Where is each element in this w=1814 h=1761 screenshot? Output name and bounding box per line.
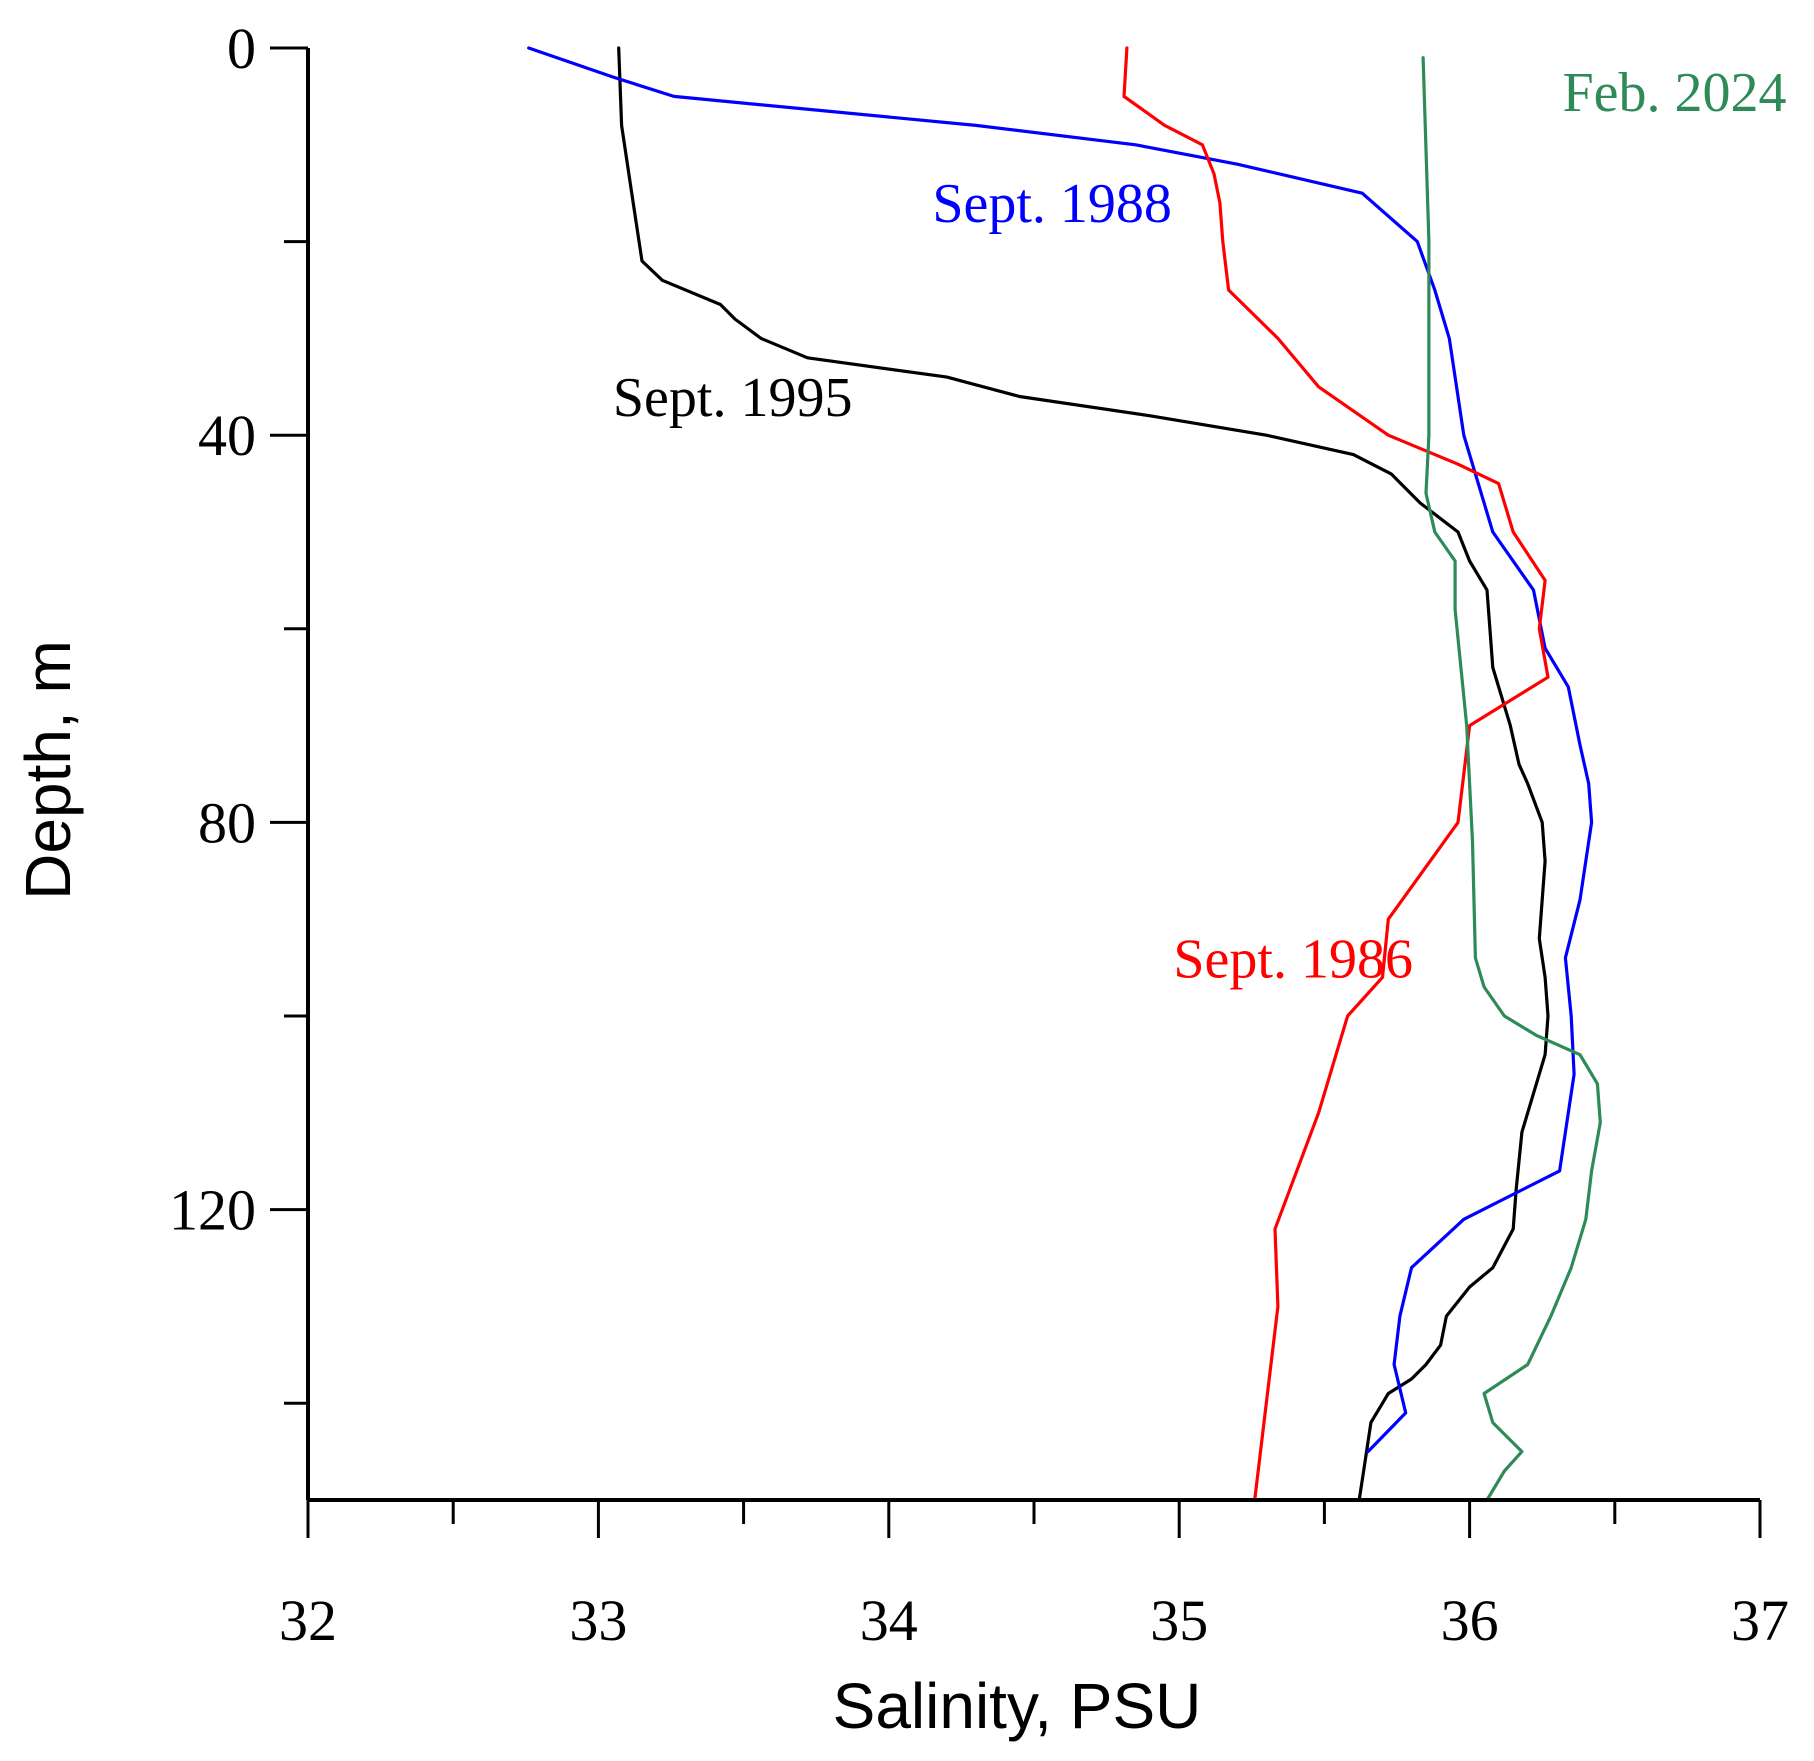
labels-layer: 32 33 34 35 36 37 0 40 80 120 Sept. 1995 Sept. 1988… — [169, 16, 1789, 1653]
x-tick-label: 37 — [1731, 1588, 1789, 1653]
x-axis-title: Salinity, PSU — [833, 1670, 1202, 1742]
series-layer — [527, 46, 1602, 1502]
series-label-sept-1986: Sept. 1986 — [1173, 928, 1413, 990]
x-tick-label: 34 — [860, 1588, 918, 1653]
x-tick-label: 35 — [1150, 1588, 1208, 1653]
y-axis-title: Depth, m — [12, 640, 84, 900]
y-tick-label: 40 — [198, 403, 256, 468]
series-label-sept-1995: Sept. 1995 — [613, 367, 853, 429]
series-line-feb-2024 — [1421, 56, 1602, 1502]
y-tick-label: 0 — [227, 16, 256, 81]
series-label-sept-1988: Sept. 1988 — [932, 173, 1172, 235]
x-tick-label: 33 — [569, 1588, 627, 1653]
ticks-layer — [270, 46, 1762, 1538]
y-tick-label: 80 — [198, 790, 256, 855]
y-tick-label: 120 — [169, 1178, 256, 1243]
axes-layer — [306, 48, 1760, 1502]
series-line-sept-1986 — [1122, 46, 1550, 1502]
x-tick-label: 36 — [1441, 1588, 1499, 1653]
series-label-feb-2024: Feb. 2024 — [1563, 62, 1787, 124]
series-line-sept-1995 — [617, 46, 1550, 1502]
series-line-sept-1988 — [527, 46, 1594, 1454]
x-tick-label: 32 — [279, 1588, 337, 1653]
